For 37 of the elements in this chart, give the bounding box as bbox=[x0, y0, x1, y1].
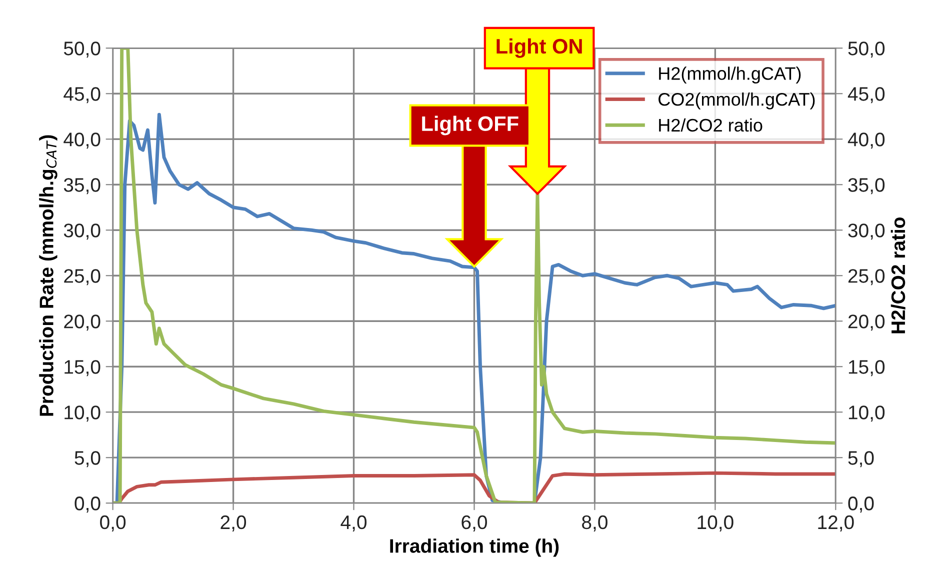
y-tick-label: 40,0 bbox=[64, 132, 100, 149]
y2-tick-label: 10,0 bbox=[848, 406, 885, 422]
y-tick-label: 35,0 bbox=[64, 178, 100, 194]
annotation: Light OFF bbox=[422, 116, 518, 136]
x-tick-label: 4,0 bbox=[340, 515, 367, 532]
y2-tick-label: 35,0 bbox=[848, 178, 885, 194]
legend-label: H2(mmol/h.gCAT) bbox=[659, 66, 801, 84]
y2-tick-label: 50,0 bbox=[848, 42, 885, 58]
x-tick-label: 8,0 bbox=[582, 515, 608, 532]
y-tick-label: 10,0 bbox=[64, 406, 100, 422]
y-tick-label: 50,0 bbox=[64, 42, 100, 58]
x-tick-label: 6,0 bbox=[462, 515, 487, 532]
legend-label: CO2(mmol/h.gCAT) bbox=[658, 92, 815, 110]
y-axis-title: Production Rate (mmol/h.g$_{CAT}$) bbox=[39, 135, 58, 416]
y2-tick-label: 40,0 bbox=[848, 132, 885, 149]
y2-tick-label: 0,0 bbox=[848, 496, 874, 513]
y2-axis-title: H2/CO2 ratio bbox=[890, 217, 906, 334]
y-tick-label: 15,0 bbox=[64, 360, 100, 376]
x-tick-label: 10,0 bbox=[698, 515, 734, 532]
y2-tick-label: 45,0 bbox=[848, 87, 885, 104]
y-tick-label: 0,0 bbox=[74, 496, 100, 513]
legend-label: H2/CO2 ratio bbox=[659, 118, 762, 132]
y-tick-label: 30,0 bbox=[64, 224, 100, 240]
x-tick-label: 2,0 bbox=[220, 515, 246, 532]
y2-tick-label: 20,0 bbox=[848, 314, 885, 331]
y-tick-label: 45,0 bbox=[64, 87, 100, 104]
annotation: Light ON bbox=[496, 38, 582, 58]
y2-tick-label: 5,0 bbox=[848, 451, 874, 468]
x-tick-label: 0,0 bbox=[100, 515, 126, 532]
y-tick-label: 5,0 bbox=[74, 451, 100, 468]
x-axis-title: Irradiation time (h) bbox=[390, 538, 559, 557]
y-tick-label: 25,0 bbox=[64, 269, 100, 286]
y-tick-label: 20,0 bbox=[64, 314, 100, 331]
y2-tick-label: 30,0 bbox=[848, 224, 885, 240]
y2-tick-label: 25,0 bbox=[848, 269, 885, 286]
y2-tick-label: 15,0 bbox=[848, 360, 885, 376]
x-tick-label: 12,0 bbox=[818, 515, 854, 532]
